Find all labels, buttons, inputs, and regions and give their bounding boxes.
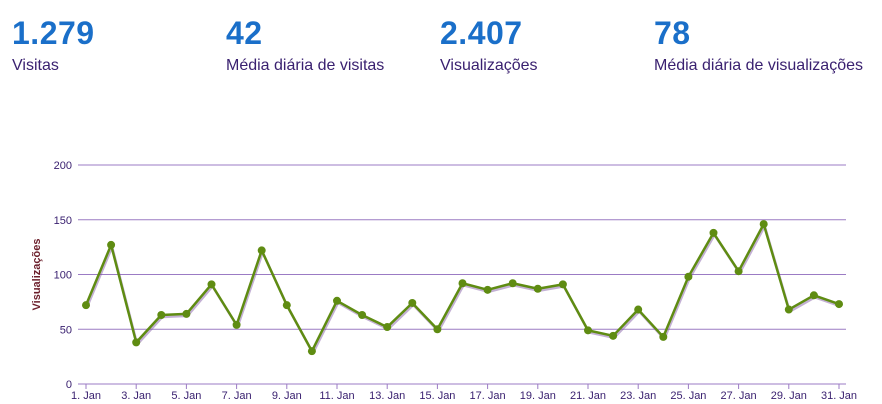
stat-label: Média diária de visualizações bbox=[654, 57, 863, 74]
data-point bbox=[508, 279, 517, 288]
data-point bbox=[709, 228, 718, 237]
data-point bbox=[784, 305, 793, 314]
grid-lines bbox=[78, 164, 846, 385]
y-tick-label: 100 bbox=[54, 270, 72, 282]
y-tick-label: 150 bbox=[54, 215, 72, 227]
data-point bbox=[157, 311, 166, 320]
views-line-chart: 0 50 100 150 200 1. Jan 3. Jan 5. Jan 7. Jan 9. … bbox=[31, 160, 857, 402]
x-tick-label: 13. Jan bbox=[369, 390, 405, 402]
data-point bbox=[659, 332, 668, 341]
data-point bbox=[358, 311, 367, 320]
series-views bbox=[82, 220, 843, 356]
data-point bbox=[458, 279, 467, 288]
stat-label: Visitas bbox=[12, 57, 59, 74]
y-tick-label: 200 bbox=[54, 160, 72, 172]
data-point bbox=[232, 320, 241, 329]
data-point bbox=[207, 280, 216, 289]
data-point bbox=[307, 347, 316, 356]
data-point bbox=[132, 338, 141, 347]
x-tick-label: 9. Jan bbox=[272, 390, 302, 402]
x-tick-label: 29. Jan bbox=[771, 390, 807, 402]
x-tick-label: 27. Jan bbox=[721, 390, 757, 402]
x-tick-label: 23. Jan bbox=[620, 390, 656, 402]
data-point bbox=[257, 246, 266, 255]
y-tick-label: 50 bbox=[60, 324, 72, 336]
stat-visits: 1.279 Visitas bbox=[12, 14, 95, 76]
stat-value: 2.407 bbox=[440, 15, 523, 51]
x-tick-label: 7. Jan bbox=[222, 390, 252, 402]
stat-label: Visualizações bbox=[440, 57, 538, 74]
x-tick-label: 17. Jan bbox=[470, 390, 506, 402]
y-axis-ticks: 0 50 100 150 200 bbox=[54, 160, 72, 391]
x-axis-ticks: 1. Jan 3. Jan 5. Jan 7. Jan 9. Jan 11. Jan 13.… bbox=[71, 384, 857, 402]
data-point bbox=[835, 300, 843, 309]
series-line-shadow bbox=[85, 224, 841, 355]
data-point bbox=[634, 305, 643, 314]
x-tick-label: 25. Jan bbox=[670, 390, 706, 402]
data-point bbox=[333, 296, 341, 305]
x-tick-label: 1. Jan bbox=[71, 390, 101, 402]
x-tick-label: 3. Jan bbox=[121, 390, 151, 402]
data-point bbox=[483, 285, 492, 294]
x-tick-label: 11. Jan bbox=[319, 390, 354, 402]
data-point bbox=[182, 309, 191, 318]
x-tick-label: 15. Jan bbox=[419, 390, 455, 402]
data-point bbox=[533, 284, 542, 293]
data-point bbox=[107, 240, 116, 249]
data-point bbox=[433, 325, 442, 334]
data-point bbox=[408, 298, 417, 307]
data-point bbox=[809, 291, 818, 300]
x-tick-label: 19. Jan bbox=[520, 390, 556, 402]
stat-views: 2.407 Visualizações bbox=[440, 14, 538, 76]
data-point bbox=[584, 326, 592, 335]
x-tick-label: 31. Jan bbox=[821, 390, 857, 402]
y-tick-label: 0 bbox=[66, 379, 72, 391]
data-point bbox=[684, 272, 693, 281]
stat-daily-views: 78 Média diária de visualizações bbox=[654, 14, 863, 76]
data-point bbox=[734, 267, 743, 276]
x-tick-label: 21. Jan bbox=[570, 390, 606, 402]
stat-value: 78 bbox=[654, 15, 691, 51]
data-point bbox=[282, 301, 291, 310]
stat-daily-visits: 42 Média diária de visitas bbox=[226, 14, 384, 76]
data-point bbox=[82, 301, 90, 310]
data-point bbox=[759, 220, 768, 229]
x-tick-label: 5. Jan bbox=[171, 390, 201, 402]
data-point bbox=[609, 331, 618, 340]
stat-label: Média diária de visitas bbox=[226, 57, 385, 74]
data-point bbox=[558, 280, 567, 289]
stat-value: 42 bbox=[226, 15, 263, 51]
stat-value: 1.279 bbox=[12, 15, 95, 51]
data-point bbox=[383, 323, 392, 332]
y-axis-title: Visualizações bbox=[31, 239, 43, 311]
